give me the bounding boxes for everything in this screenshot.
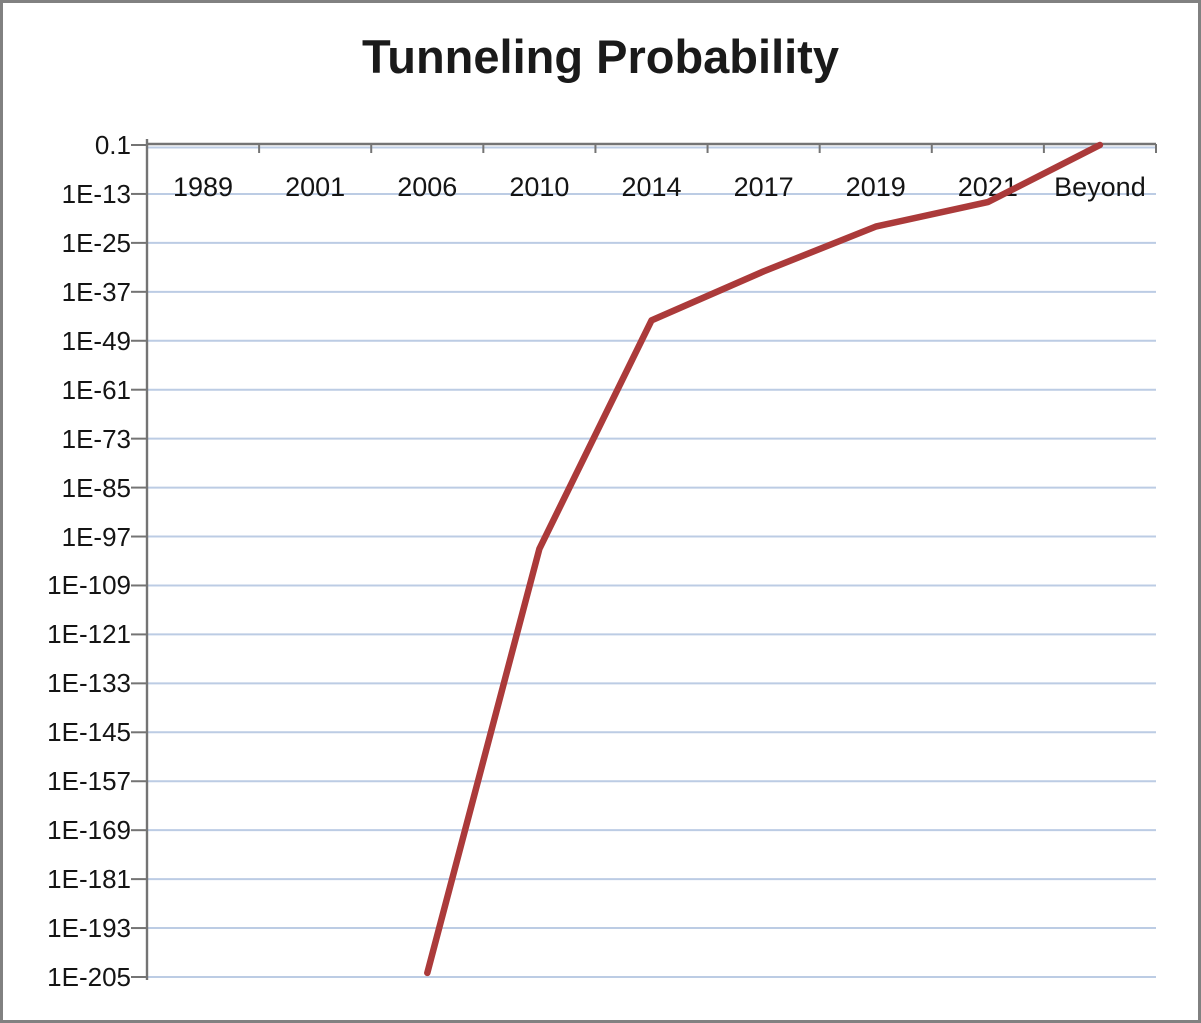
y-tick-label: 1E-49 <box>61 325 131 356</box>
x-tick-label: 2019 <box>845 172 906 202</box>
y-tick-label: 1E-157 <box>47 766 131 797</box>
y-tick-label: 1E-169 <box>47 815 131 846</box>
chart-title: Tunneling Probability <box>362 30 839 83</box>
x-tick-label: 2010 <box>509 172 570 202</box>
y-tick-label: 1E-61 <box>61 374 131 405</box>
y-tick-label: 1E-145 <box>47 717 131 748</box>
axis-labels-layer: 0.1 1E-13 1E-25 1E-37 1E-49 1E-61 1E-73 1E-85 1E… <box>3 3 1198 1020</box>
x-tick-label: Beyond <box>1054 172 1146 202</box>
y-tick-label: 0.1 <box>94 130 131 160</box>
y-tick-label: 1E-73 <box>61 423 131 454</box>
y-tick-label: 1E-109 <box>47 570 131 601</box>
y-tick-label: 1E-97 <box>61 521 131 552</box>
x-tick-label: 2017 <box>733 172 794 202</box>
y-tick-label: 1E-85 <box>61 472 131 503</box>
x-tick-label: 2006 <box>397 172 458 202</box>
x-tick-label: 2001 <box>285 172 346 202</box>
x-tick-label: 2014 <box>621 172 682 202</box>
y-tick-label: 1E-205 <box>47 962 131 992</box>
y-tick-label: 1E-37 <box>61 276 131 307</box>
y-tick-label: 1E-121 <box>47 619 131 650</box>
x-tick-label: 1989 <box>173 172 234 202</box>
x-tick-label: 2021 <box>957 172 1018 202</box>
y-tick-label: 1E-193 <box>47 913 131 944</box>
y-tick-label: 1E-181 <box>47 864 131 895</box>
y-tick-label: 1E-13 <box>61 178 131 209</box>
y-tick-label: 1E-133 <box>47 668 131 699</box>
y-tick-label: 1E-25 <box>61 227 131 258</box>
